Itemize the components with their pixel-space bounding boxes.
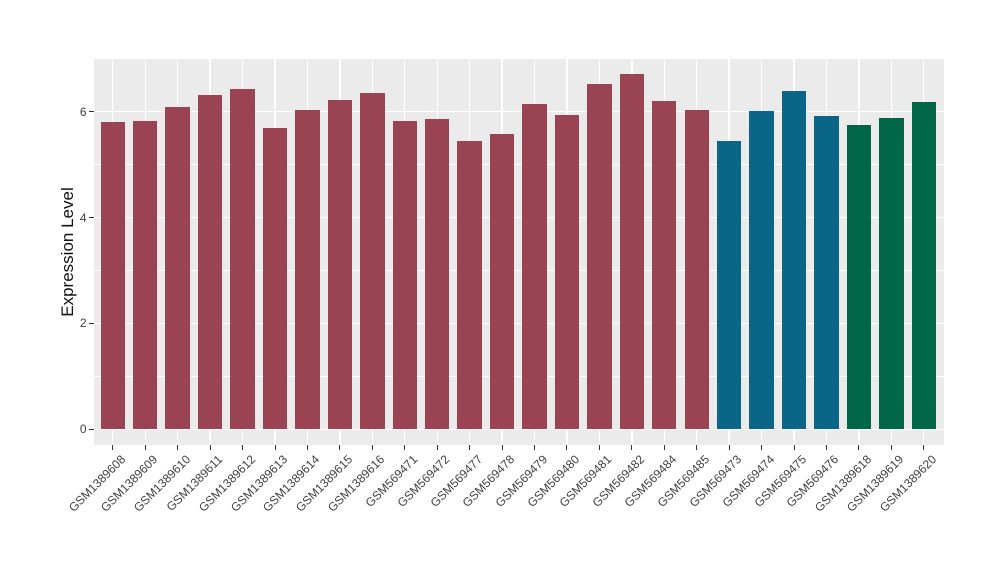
x-tick-GSM569471 bbox=[404, 445, 406, 450]
bar-GSM569484 bbox=[652, 100, 677, 430]
bar-GSM1389611 bbox=[197, 94, 223, 430]
y-tick-2 bbox=[88, 322, 94, 324]
y-tick-0 bbox=[88, 428, 94, 430]
bar-GSM569478 bbox=[489, 133, 515, 430]
gridline-y-minor-3 bbox=[93, 270, 944, 271]
y-axis-title: Expression Level bbox=[58, 187, 77, 317]
bar-GSM1389620 bbox=[911, 102, 936, 430]
bar-GSM1389613 bbox=[262, 127, 288, 430]
x-tick-GSM1389609 bbox=[144, 445, 146, 450]
x-tick-GSM569481 bbox=[598, 445, 600, 450]
gridline-y-4 bbox=[93, 216, 944, 219]
x-tick-GSM569476 bbox=[825, 445, 827, 450]
bar-GSM1389619 bbox=[879, 118, 904, 430]
y-tick-4 bbox=[88, 217, 94, 219]
gridline-y-6 bbox=[93, 111, 944, 113]
y-tick-label-0: 0 bbox=[79, 422, 87, 437]
bar-GSM569472 bbox=[425, 118, 450, 430]
x-tick-GSM569484 bbox=[663, 445, 665, 450]
bar-GSM1389609 bbox=[133, 120, 158, 430]
gridline-y-minor-7 bbox=[93, 58, 944, 60]
bar-GSM1389610 bbox=[165, 107, 190, 430]
x-tick-GSM1389612 bbox=[242, 445, 244, 450]
bar-GSM1389612 bbox=[230, 88, 255, 430]
bar-GSM569476 bbox=[814, 115, 839, 430]
bar-GSM1389618 bbox=[846, 124, 872, 430]
x-tick-GSM1389618 bbox=[858, 445, 860, 450]
gridline-y-minor-5 bbox=[93, 164, 944, 165]
x-tick-GSM1389615 bbox=[339, 445, 341, 450]
x-tick-GSM1389613 bbox=[274, 445, 276, 450]
x-tick-GSM569479 bbox=[534, 445, 536, 450]
bar-GSM569471 bbox=[392, 121, 417, 430]
x-tick-GSM569480 bbox=[566, 445, 568, 450]
gridline-y-minor-1 bbox=[93, 376, 944, 377]
bar-GSM569475 bbox=[781, 91, 807, 430]
x-tick-GSM1389616 bbox=[371, 445, 373, 450]
y-tick-label-6: 6 bbox=[79, 104, 87, 119]
bar-GSM1389608 bbox=[100, 121, 125, 430]
gridline-y-2 bbox=[93, 322, 944, 325]
x-tick-GSM569485 bbox=[696, 445, 698, 450]
bar-GSM569473 bbox=[716, 140, 742, 430]
x-tick-GSM569478 bbox=[501, 445, 503, 450]
bar-GSM1389615 bbox=[327, 100, 353, 430]
x-tick-GSM569472 bbox=[436, 445, 438, 450]
x-tick-GSM569474 bbox=[761, 445, 763, 450]
bar-GSM569480 bbox=[554, 115, 580, 430]
y-tick-label-4: 4 bbox=[79, 210, 87, 225]
x-tick-GSM1389619 bbox=[890, 445, 892, 450]
x-tick-GSM569482 bbox=[631, 445, 633, 450]
x-tick-GSM569475 bbox=[793, 445, 795, 450]
x-tick-GSM1389614 bbox=[306, 445, 308, 450]
x-tick-GSM1389620 bbox=[923, 445, 925, 450]
bar-GSM569474 bbox=[749, 111, 774, 430]
bar-GSM569482 bbox=[619, 74, 645, 430]
bar-GSM1389616 bbox=[360, 93, 385, 430]
x-tick-GSM569477 bbox=[469, 445, 471, 450]
x-tick-GSM1389611 bbox=[209, 445, 211, 450]
bar-GSM569477 bbox=[457, 140, 482, 430]
y-tick-label-2: 2 bbox=[79, 316, 87, 331]
y-tick-6 bbox=[88, 111, 94, 113]
bar-GSM569481 bbox=[587, 84, 612, 430]
x-tick-GSM569473 bbox=[728, 445, 730, 450]
x-tick-GSM1389608 bbox=[112, 445, 114, 450]
x-tick-GSM1389610 bbox=[177, 445, 179, 450]
bar-GSM569479 bbox=[522, 103, 547, 430]
bar-GSM1389614 bbox=[295, 109, 320, 430]
gridline-y-0 bbox=[93, 428, 944, 430]
bar-GSM569485 bbox=[684, 109, 709, 430]
